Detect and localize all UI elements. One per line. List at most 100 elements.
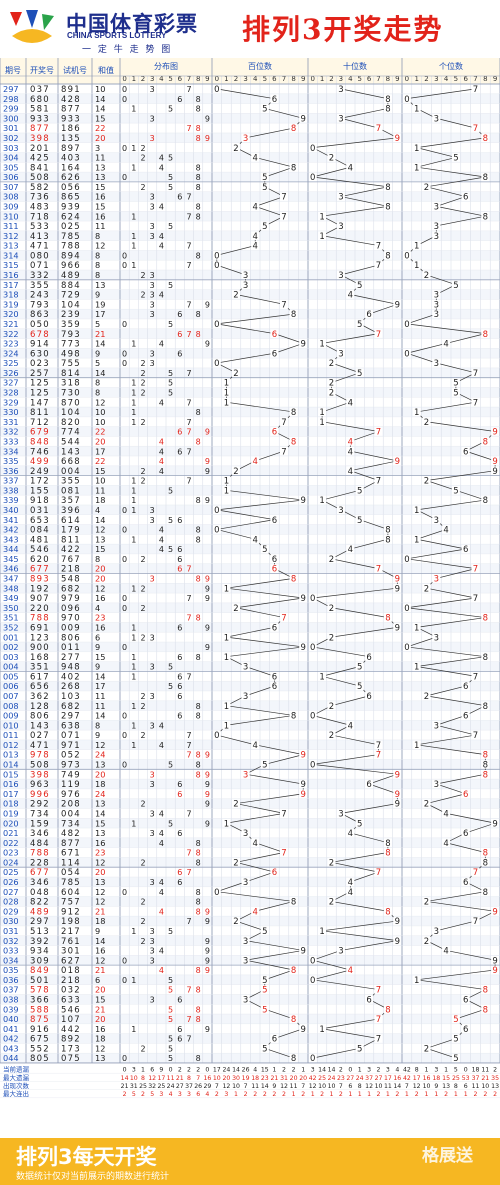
footer-note: 数据统计仅对当前展示的期数进行统计: [16, 1172, 170, 1182]
digit-mark-bg: [422, 799, 431, 808]
digit-header: 8: [196, 75, 200, 83]
digit-mark-bg: [412, 163, 421, 172]
position-digit: 6: [366, 995, 371, 1005]
stat-value: 7: [405, 1083, 409, 1090]
stat-value: 12: [413, 1083, 421, 1090]
distribution-digit: 5: [168, 379, 173, 388]
test-number: 004: [61, 809, 81, 819]
distribution-digit: 9: [205, 134, 210, 143]
digit-mark-bg: [241, 877, 250, 887]
sum-value: 8: [95, 260, 100, 270]
digit-mark-bg: [422, 417, 431, 426]
row-stripe: [0, 622, 500, 633]
draw-number: 362: [30, 692, 50, 702]
sum-value: 20: [95, 574, 105, 584]
position-digit: 6: [272, 1035, 277, 1045]
stat-value: 14: [121, 1075, 129, 1082]
digit-mark-bg: [365, 309, 374, 319]
test-number: 173: [61, 1044, 81, 1054]
digit-mark-bg: [212, 887, 221, 896]
digit-mark-bg: [471, 867, 480, 877]
digit-mark-bg: [393, 574, 402, 583]
row-stripe: [0, 974, 500, 985]
stat-value: 2: [395, 1091, 399, 1098]
distribution-digit: 8: [196, 535, 201, 544]
test-number: 671: [61, 849, 81, 859]
distribution-digit: 5: [168, 1035, 173, 1044]
position-digit: 9: [395, 790, 400, 800]
position-digit: 5: [262, 545, 267, 555]
distribution-digit: 9: [205, 594, 210, 603]
stat-value: 1: [434, 1091, 438, 1098]
digit-mark-bg: [481, 172, 490, 182]
stat-value: 0: [169, 1067, 173, 1074]
trend-line-units: [405, 88, 497, 1059]
row-stripe: [0, 113, 500, 124]
distribution-digit: 9: [205, 751, 210, 760]
digit-mark-bg: [336, 349, 345, 358]
position-digit: 3: [434, 575, 439, 585]
distribution-digit: 0: [122, 643, 127, 652]
distribution-digit: 6: [177, 95, 182, 104]
digit-header: 2: [329, 75, 333, 83]
sum-value: 20: [95, 133, 105, 143]
distribution-digit: 1: [131, 212, 136, 221]
distribution-digit: 5: [168, 154, 173, 163]
row-stripe: [0, 563, 500, 574]
issue-number: 002: [3, 642, 19, 652]
sum-value: 22: [95, 456, 105, 466]
digit-mark-bg: [260, 975, 269, 984]
distribution-digit: 6: [177, 555, 182, 564]
sum-value: 16: [95, 622, 105, 632]
column-header: 十位数: [343, 61, 367, 71]
sum-value: 14: [95, 94, 105, 104]
stat-value: 15: [442, 1075, 450, 1082]
digit-mark-bg: [491, 965, 500, 975]
issue-number: 301: [3, 123, 19, 133]
issue-number: 001: [3, 632, 19, 642]
stat-value: 6: [464, 1083, 468, 1090]
digit-mark-bg: [365, 691, 374, 701]
draw-number: 734: [30, 809, 50, 819]
digit-mark-bg: [471, 84, 480, 94]
test-number: 052: [61, 751, 81, 761]
issue-number: 318: [3, 290, 19, 300]
position-digit: 4: [348, 721, 353, 731]
row-stripe: [0, 602, 500, 613]
distribution-digit: 7: [186, 594, 191, 603]
stat-value: 18: [251, 1075, 259, 1082]
digit-mark-bg: [383, 202, 392, 211]
digit-header: 7: [187, 75, 191, 83]
sum-value: 16: [95, 946, 105, 956]
position-digit: 9: [300, 947, 305, 957]
issue-number: 326: [3, 368, 19, 378]
stat-value: 9: [434, 1083, 438, 1090]
distribution-digit: 4: [159, 947, 164, 956]
position-digit: 9: [395, 770, 400, 780]
position-digit: 0: [404, 604, 409, 614]
digit-mark-bg: [251, 153, 260, 162]
draw-number: 392: [30, 937, 50, 947]
digit-mark-bg: [241, 828, 250, 838]
position-digit: 8: [385, 105, 390, 115]
issue-number: 327: [3, 378, 19, 388]
digit-mark-bg: [308, 593, 317, 603]
stat-value: 20: [299, 1075, 307, 1082]
distribution-digit: 1: [131, 927, 136, 936]
distribution-digit: 0: [122, 349, 127, 358]
stat-value: 20: [222, 1075, 230, 1082]
draw-number: 143: [30, 721, 50, 731]
distribution-digit: 7: [186, 124, 191, 133]
distribution-digit: 9: [205, 907, 210, 916]
issue-number: 351: [3, 613, 19, 623]
stat-value: 21: [176, 1075, 184, 1082]
distribution-digit: 8: [196, 163, 201, 172]
distribution-digit: 8: [196, 575, 201, 584]
digit-mark-bg: [374, 750, 383, 759]
stat-value: 27: [346, 1075, 354, 1082]
distribution-digit: 3: [150, 114, 155, 123]
row-stripe: [0, 818, 500, 829]
digit-mark-bg: [327, 730, 336, 740]
distribution-digit: 8: [196, 183, 201, 192]
